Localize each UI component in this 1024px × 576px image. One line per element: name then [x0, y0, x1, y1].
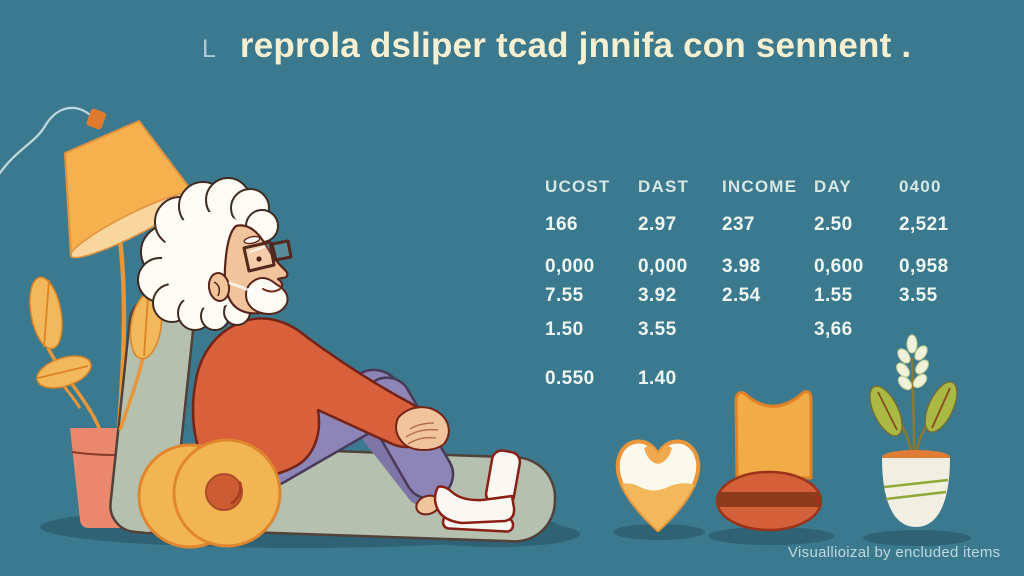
elderly-man [137, 177, 522, 533]
heart-ornament [615, 439, 701, 532]
lamp-socket-nub [86, 108, 107, 130]
table-cell [722, 369, 814, 389]
column-header: 0400 [899, 177, 942, 196]
table-cell: 3.98 [722, 256, 761, 277]
table-row: 1.50 3.55 3,66 [545, 320, 989, 340]
column-header: INCOME [722, 177, 798, 196]
shoes [433, 449, 522, 533]
chair-ornament-back [734, 390, 813, 480]
table-cell [722, 320, 814, 340]
page-title: reprola dsliper tcad jnnifa con sennent … [239, 26, 912, 65]
hand [395, 406, 450, 451]
title-row: L reprola dsliper tcad jnnifa con sennen… [202, 28, 911, 64]
round-ottoman [137, 438, 282, 549]
eye [256, 256, 262, 262]
table-cell: 7.55 [545, 285, 584, 306]
plant-sprig [896, 334, 929, 391]
table-row: 7.55 3.92 2.54 1.55 3.55 [545, 286, 989, 306]
lamp-cord [0, 106, 97, 175]
table-cell [899, 369, 989, 389]
leaf [869, 385, 903, 437]
table-cell: 0,958 [899, 256, 949, 277]
table-row: 0,000 0,000 3.98 0,600 0,958 [545, 257, 989, 277]
small-chair-ornament [715, 390, 823, 532]
data-table-body: 166 2.97 237 2.50 2,521 0,000 0,000 3.98 0,600 0,… [545, 215, 989, 389]
table-cell: 237 [722, 214, 755, 235]
table-row: 0.550 1.40 [545, 369, 989, 389]
table-cell [814, 369, 899, 389]
table-cell: 3.92 [638, 285, 677, 306]
eyebrow [243, 235, 261, 245]
data-table: UCOST DAST INCOME DAY 0400 166 2.97 237 2.50 2,5… [545, 177, 989, 389]
title-prefix-glyph: L [202, 35, 216, 63]
table-cell: 3.55 [899, 285, 938, 306]
glasses [242, 239, 293, 273]
table-cell: 166 [545, 214, 578, 235]
watermark-caption: Visuallioizal by encluded items [788, 544, 1001, 561]
table-cell: 1.50 [545, 319, 584, 340]
table-cell: 2.54 [722, 285, 761, 306]
table-cell: 2,521 [899, 214, 949, 235]
table-cell: 1.55 [814, 285, 853, 306]
column-header: DAY [814, 177, 852, 196]
sweater [191, 317, 431, 479]
beard [245, 277, 289, 316]
head [137, 177, 293, 331]
table-row: 166 2.97 237 2.50 2,521 [545, 215, 989, 235]
table-cell: 0,600 [814, 256, 864, 277]
potted-plant-right [869, 334, 958, 527]
table-cell [899, 320, 989, 340]
table-cell: 0.550 [545, 368, 595, 389]
table-cell: 3.55 [638, 319, 677, 340]
table-cell: 1.40 [638, 368, 677, 389]
data-table-header: UCOST DAST INCOME DAY 0400 [545, 177, 989, 197]
table-cell: 0,000 [545, 256, 595, 277]
table-cell: 0,000 [638, 256, 688, 277]
column-header: DAST [638, 177, 690, 196]
plant-pot [882, 458, 950, 527]
table-cell: 2.97 [638, 214, 677, 235]
table-cell: 3,66 [814, 319, 853, 340]
table-cell: 2.50 [814, 214, 853, 235]
column-header: UCOST [545, 177, 611, 196]
